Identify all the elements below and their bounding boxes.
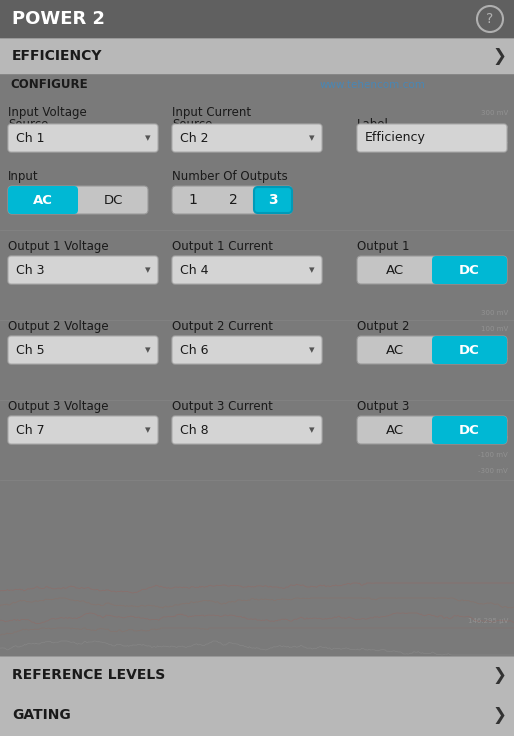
Bar xyxy=(0,74,514,96)
Text: 100 mV: 100 mV xyxy=(481,326,508,332)
Text: Output 3 Current: Output 3 Current xyxy=(172,400,273,413)
Text: Output 2: Output 2 xyxy=(357,320,410,333)
Text: 1: 1 xyxy=(189,193,197,207)
Bar xyxy=(0,694,514,736)
Text: AC: AC xyxy=(386,344,403,356)
Text: -100 mV: -100 mV xyxy=(478,142,508,148)
Text: ▾: ▾ xyxy=(309,133,315,143)
FancyBboxPatch shape xyxy=(357,256,507,284)
Bar xyxy=(0,38,514,74)
Text: ❯: ❯ xyxy=(492,666,506,684)
Text: 400 mV: 400 mV xyxy=(481,420,508,426)
Text: ❯: ❯ xyxy=(492,47,506,65)
Text: Output 1 Current: Output 1 Current xyxy=(172,240,273,253)
Text: -300 mV: -300 mV xyxy=(478,358,508,364)
Text: Input: Input xyxy=(8,170,39,183)
FancyBboxPatch shape xyxy=(172,336,322,364)
Text: Number Of Outputs: Number Of Outputs xyxy=(172,170,288,183)
Text: Source: Source xyxy=(8,118,48,131)
Text: ▾: ▾ xyxy=(145,345,151,355)
Text: 2: 2 xyxy=(229,193,237,207)
Text: Output 2 Voltage: Output 2 Voltage xyxy=(8,320,108,333)
Text: ▾: ▾ xyxy=(145,265,151,275)
Text: www.tehencom.com: www.tehencom.com xyxy=(320,80,426,90)
Text: Ch 7: Ch 7 xyxy=(16,423,45,436)
FancyBboxPatch shape xyxy=(172,124,322,152)
FancyBboxPatch shape xyxy=(172,256,322,284)
Text: Input Voltage: Input Voltage xyxy=(8,106,87,119)
Text: Ch 5: Ch 5 xyxy=(16,344,45,356)
Text: ▾: ▾ xyxy=(309,265,315,275)
Text: 300 mV: 300 mV xyxy=(481,310,508,316)
Text: -100 mV: -100 mV xyxy=(478,452,508,458)
Text: Source: Source xyxy=(172,118,212,131)
Text: Ch 3: Ch 3 xyxy=(16,263,45,277)
Text: Ch 8: Ch 8 xyxy=(180,423,209,436)
Text: GATING: GATING xyxy=(12,708,71,722)
Text: Output 1: Output 1 xyxy=(357,240,410,253)
Text: DC: DC xyxy=(459,344,480,356)
Text: AC: AC xyxy=(386,263,403,277)
Text: Input Current: Input Current xyxy=(172,106,251,119)
Text: 100 mV: 100 mV xyxy=(481,436,508,442)
Text: AC: AC xyxy=(33,194,53,207)
FancyBboxPatch shape xyxy=(8,256,158,284)
Text: Output 1 Voltage: Output 1 Voltage xyxy=(8,240,108,253)
Text: Output 3 Voltage: Output 3 Voltage xyxy=(8,400,108,413)
Text: DC: DC xyxy=(459,263,480,277)
FancyBboxPatch shape xyxy=(172,416,322,444)
Text: Ch 6: Ch 6 xyxy=(180,344,209,356)
FancyBboxPatch shape xyxy=(8,186,148,214)
Text: ▾: ▾ xyxy=(145,425,151,435)
Text: 300 mV: 300 mV xyxy=(481,110,508,116)
FancyBboxPatch shape xyxy=(357,124,507,152)
FancyBboxPatch shape xyxy=(432,416,507,444)
Text: Ch 4: Ch 4 xyxy=(180,263,209,277)
FancyBboxPatch shape xyxy=(8,186,78,214)
Bar xyxy=(0,96,514,656)
FancyBboxPatch shape xyxy=(172,186,292,214)
FancyBboxPatch shape xyxy=(432,256,507,284)
Text: AC: AC xyxy=(386,423,403,436)
FancyBboxPatch shape xyxy=(8,336,158,364)
Text: Output 3: Output 3 xyxy=(357,400,409,413)
Text: DC: DC xyxy=(459,423,480,436)
Text: ▾: ▾ xyxy=(145,133,151,143)
Text: ?: ? xyxy=(486,12,493,26)
Text: EFFICIENCY: EFFICIENCY xyxy=(12,49,102,63)
Text: 146.295 µV: 146.295 µV xyxy=(468,618,508,624)
Text: CONFIGURE: CONFIGURE xyxy=(10,79,87,91)
Text: Output 2 Current: Output 2 Current xyxy=(172,320,273,333)
Bar xyxy=(0,0,514,38)
FancyBboxPatch shape xyxy=(8,124,158,152)
FancyBboxPatch shape xyxy=(254,187,292,213)
Text: 3: 3 xyxy=(268,193,278,207)
FancyBboxPatch shape xyxy=(8,416,158,444)
Text: Efficiency: Efficiency xyxy=(365,132,426,144)
Text: POWER 2: POWER 2 xyxy=(12,10,105,28)
Text: -300 mV: -300 mV xyxy=(478,468,508,474)
Bar xyxy=(0,656,514,694)
Text: Ch 2: Ch 2 xyxy=(180,132,209,144)
Text: REFERENCE LEVELS: REFERENCE LEVELS xyxy=(12,668,165,682)
FancyBboxPatch shape xyxy=(357,336,507,364)
FancyBboxPatch shape xyxy=(357,416,507,444)
Text: 100 mV: 100 mV xyxy=(481,126,508,132)
Text: ❯: ❯ xyxy=(492,706,506,724)
Text: ▾: ▾ xyxy=(309,345,315,355)
FancyBboxPatch shape xyxy=(432,336,507,364)
Text: -100 mV: -100 mV xyxy=(478,342,508,348)
Text: Label: Label xyxy=(357,118,389,131)
Text: ▾: ▾ xyxy=(309,425,315,435)
Text: DC: DC xyxy=(103,194,123,207)
Text: Ch 1: Ch 1 xyxy=(16,132,45,144)
